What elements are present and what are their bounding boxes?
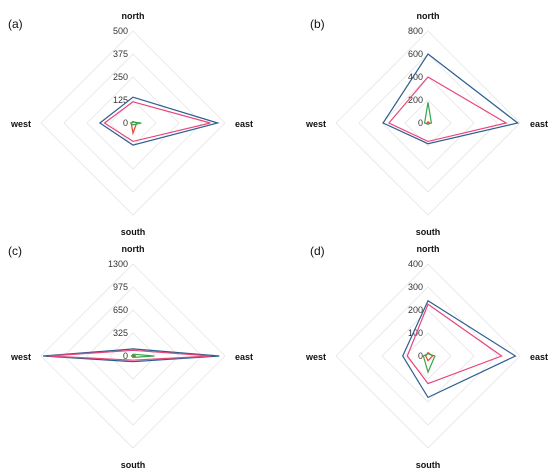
radar-panel: (a) 0 125 250 375 500 north east south west: [8, 11, 253, 237]
tick-label: 300: [408, 282, 423, 292]
series-polygon: [98, 96, 220, 146]
series-polygon: [387, 76, 508, 143]
tick-label: 0: [418, 351, 423, 361]
grid-ring: [358, 286, 498, 426]
axis-label-north: north: [417, 11, 440, 21]
series-polygon: [48, 349, 211, 361]
series-polygon: [422, 353, 436, 374]
axis-label-west: west: [305, 352, 326, 362]
grid-ring: [335, 263, 521, 449]
grid-ring: [404, 99, 452, 147]
grid-ring: [109, 332, 157, 380]
grid-ring: [40, 263, 226, 449]
panel-label: (b): [310, 17, 325, 31]
grid-ring: [86, 76, 180, 170]
grid-ring: [40, 30, 226, 216]
tick-label: 1300: [108, 259, 128, 269]
tick-label: 0: [418, 118, 423, 128]
tick-label: 650: [113, 305, 128, 315]
tick-label: 800: [408, 26, 423, 36]
series-polygon: [43, 348, 220, 363]
grid-ring: [404, 332, 452, 380]
axis-label-south: south: [416, 460, 441, 470]
grid-ring: [358, 53, 498, 193]
series-polygon: [423, 102, 433, 125]
axis-label-south: south: [121, 460, 146, 470]
series-polygon: [406, 303, 503, 385]
axis-label-north: north: [417, 244, 440, 254]
panel-label: (a): [8, 17, 23, 31]
tick-label: 200: [408, 95, 423, 105]
tick-label: 375: [113, 49, 128, 59]
axis-label-west: west: [10, 352, 31, 362]
grid-ring: [335, 30, 521, 216]
tick-label: 0: [123, 351, 128, 361]
panel-label: (c): [8, 244, 22, 258]
axis-label-east: east: [530, 352, 548, 362]
series-polygon: [103, 101, 211, 143]
axis-label-north: north: [122, 11, 145, 21]
series-polygon: [402, 299, 517, 399]
tick-label: 250: [113, 72, 128, 82]
tick-label: 125: [113, 95, 128, 105]
tick-label: 400: [408, 72, 423, 82]
grid-ring: [63, 53, 203, 193]
series-polygon: [129, 121, 142, 126]
radar-panels: (a) 0 125 250 375 500 north east south west (b) 0 20…: [8, 11, 548, 470]
series-polygon: [130, 353, 155, 359]
tick-label: 400: [408, 259, 423, 269]
tick-label: 325: [113, 328, 128, 338]
radar-panel: (c) 0 325 650 975 1300 north east south west: [8, 244, 253, 470]
series-polygon: [382, 53, 520, 145]
axis-label-east: east: [235, 352, 253, 362]
axis-label-east: east: [530, 119, 548, 129]
panel-label: (d): [310, 244, 325, 258]
axis-label-west: west: [10, 119, 31, 129]
grid-ring: [63, 286, 203, 426]
axis-label-north: north: [122, 244, 145, 254]
tick-label: 0: [123, 118, 128, 128]
grid-ring: [381, 309, 475, 403]
tick-label: 200: [408, 305, 423, 315]
tick-label: 975: [113, 282, 128, 292]
radar-panel: (d) 0 100 200 300 400 north east south west: [305, 244, 548, 470]
axis-label-west: west: [305, 119, 326, 129]
grid-ring: [109, 99, 157, 147]
tick-label: 100: [408, 328, 423, 338]
axis-label-south: south: [416, 227, 441, 237]
tick-label: 500: [113, 26, 128, 36]
tick-label: 600: [408, 49, 423, 59]
grid-ring: [86, 309, 180, 403]
grid-ring: [381, 76, 475, 170]
axis-label-east: east: [235, 119, 253, 129]
radar-panel: (b) 0 200 400 600 800 north east south west: [305, 11, 548, 237]
axis-label-south: south: [121, 227, 146, 237]
